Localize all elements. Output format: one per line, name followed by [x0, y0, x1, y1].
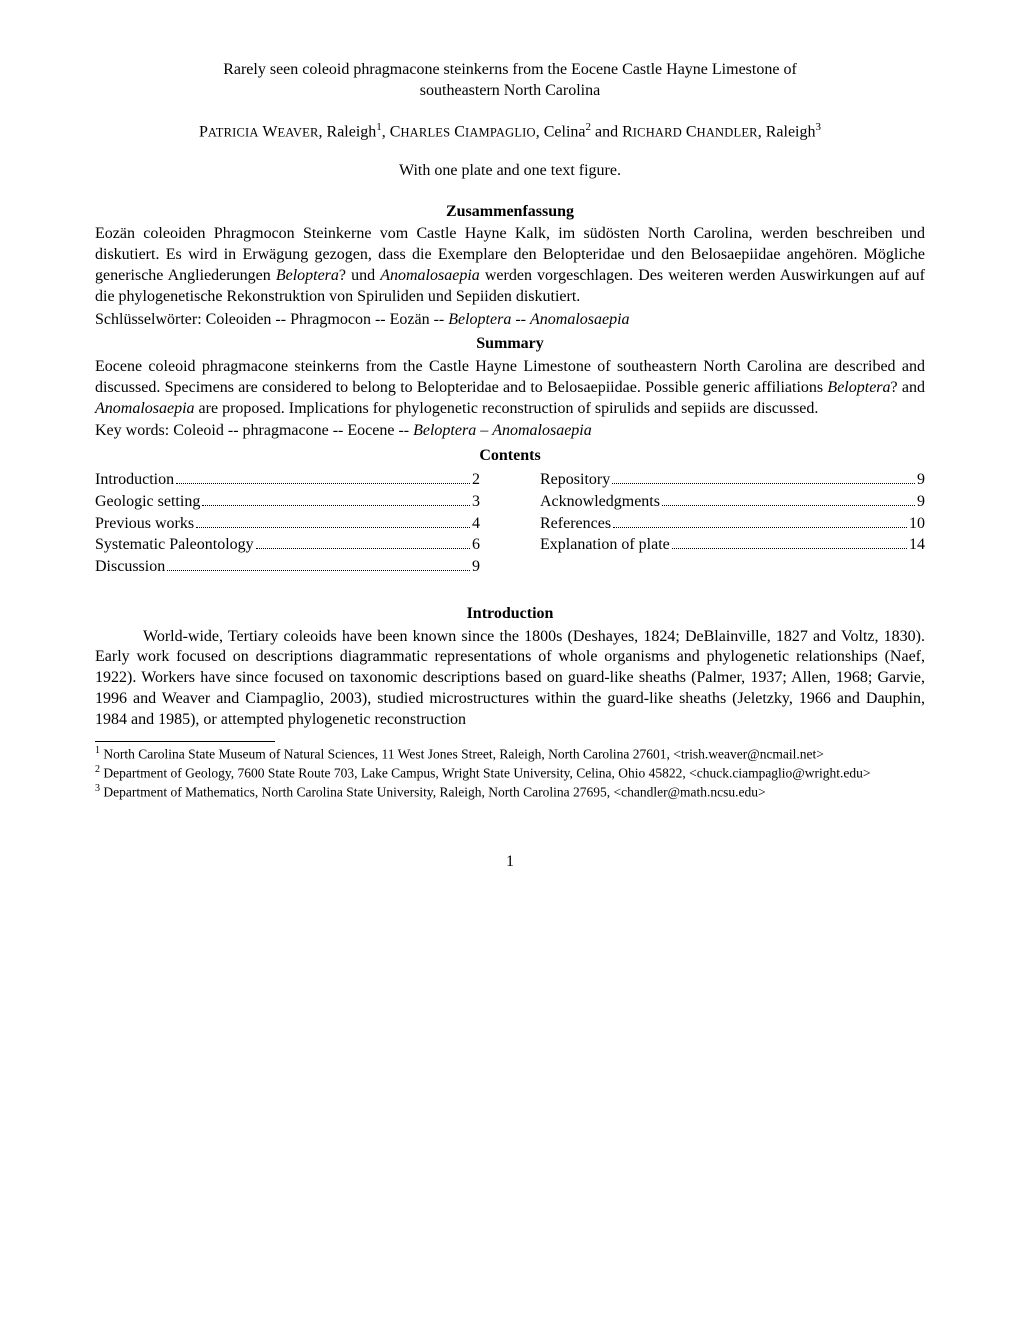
toc-row: Explanation of plate 14	[540, 535, 925, 556]
toc-label: Systematic Paleontology	[95, 535, 254, 556]
toc-leader-dots	[167, 570, 470, 571]
toc-page: 9	[472, 557, 480, 578]
footnote-text: Department of Geology, 7600 State Route …	[100, 766, 870, 781]
toc-row: Acknowledgments 9	[540, 492, 925, 513]
contents-right-column: Repository9Acknowledgments9References10E…	[540, 469, 925, 579]
toc-label: Introduction	[95, 470, 174, 491]
footnote: 2 Department of Geology, 7600 State Rout…	[95, 764, 925, 782]
toc-leader-dots	[672, 548, 907, 549]
toc-row: Introduction 2	[95, 470, 480, 491]
toc-label: Repository	[540, 470, 610, 491]
toc-page: 9	[917, 492, 925, 513]
toc-leader-dots	[196, 527, 470, 528]
introduction-heading: Introduction	[95, 604, 925, 625]
page-number: 1	[95, 852, 925, 873]
toc-row: Systematic Paleontology 6	[95, 535, 480, 556]
toc-leader-dots	[202, 505, 470, 506]
toc-leader-dots	[256, 548, 470, 549]
toc-page: 3	[472, 492, 480, 513]
schluesselwoerter: Schlüsselwörter: Coleoiden -- Phragmocon…	[95, 310, 925, 331]
contents-left-column: Introduction2Geologic setting3Previous w…	[95, 469, 480, 579]
summary-text: Eocene coleoid phragmacone steinkerns fr…	[95, 357, 925, 419]
zusammenfassung-text: Eozän coleoiden Phragmocon Steinkerne vo…	[95, 224, 925, 307]
paper-title-line2: southeastern North Carolina	[420, 82, 600, 99]
toc-page: 2	[472, 470, 480, 491]
toc-label: Geologic setting	[95, 492, 200, 513]
toc-page: 6	[472, 535, 480, 556]
footnote-ref-2: 2	[586, 121, 592, 133]
contents-heading: Contents	[95, 446, 925, 467]
toc-page: 9	[917, 470, 925, 491]
plate-note: With one plate and one text figure.	[95, 161, 925, 182]
footnote-text: North Carolina State Museum of Natural S…	[100, 746, 824, 761]
toc-page: 14	[909, 535, 925, 556]
toc-row: References 10	[540, 514, 925, 535]
footnote-separator	[95, 741, 275, 742]
introduction-text: World-wide, Tertiary coleoids have been …	[95, 627, 925, 731]
toc-row: Discussion 9	[95, 557, 480, 578]
toc-label: Explanation of plate	[540, 535, 670, 556]
toc-row: Previous works 4	[95, 514, 480, 535]
toc-leader-dots	[662, 505, 915, 506]
toc-leader-dots	[613, 527, 907, 528]
footnotes-block: 1 North Carolina State Museum of Natural…	[95, 745, 925, 802]
footnote-text: Department of Mathematics, North Carolin…	[100, 785, 766, 800]
keywords: Key words: Coleoid -- phragmacone -- Eoc…	[95, 421, 925, 442]
footnote: 1 North Carolina State Museum of Natural…	[95, 745, 925, 763]
paper-title: Rarely seen coleoid phragmacone steinker…	[95, 60, 925, 102]
contents-table: Introduction2Geologic setting3Previous w…	[95, 469, 925, 579]
toc-leader-dots	[612, 483, 915, 484]
paper-title-line1: Rarely seen coleoid phragmacone steinker…	[223, 61, 797, 78]
toc-page: 4	[472, 514, 480, 535]
toc-leader-dots	[176, 483, 470, 484]
footnote-ref-3: 3	[815, 121, 821, 133]
toc-label: Discussion	[95, 557, 165, 578]
toc-page: 10	[909, 514, 925, 535]
toc-label: Previous works	[95, 514, 194, 535]
footnote-ref-1: 1	[376, 121, 382, 133]
toc-row: Repository 9	[540, 470, 925, 491]
zusammenfassung-heading: Zusammenfassung	[95, 202, 925, 223]
toc-label: Acknowledgments	[540, 492, 660, 513]
toc-row: Geologic setting 3	[95, 492, 480, 513]
toc-label: References	[540, 514, 611, 535]
summary-heading: Summary	[95, 334, 925, 355]
authors-line: PATRICIA WEAVER, Raleigh1, CHARLES CIAMP…	[95, 120, 925, 143]
footnote: 3 Department of Mathematics, North Carol…	[95, 783, 925, 801]
